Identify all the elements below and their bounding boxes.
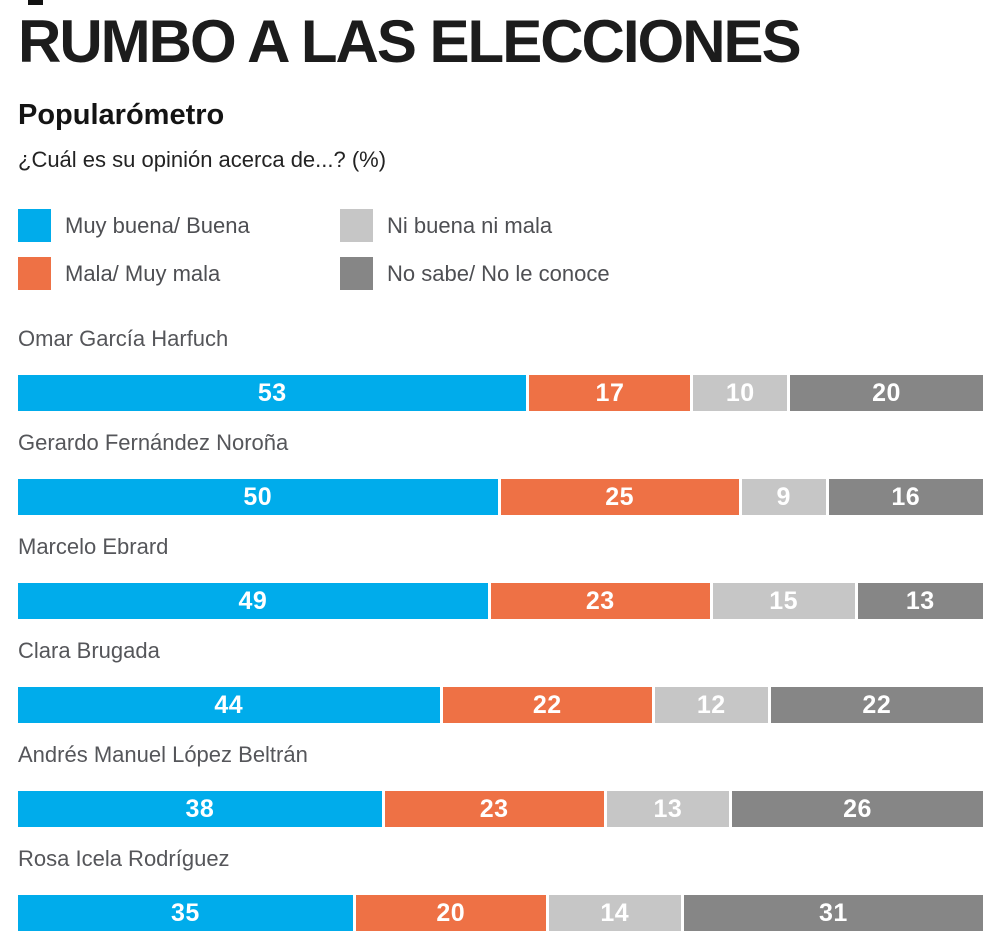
bar-segment-no-sabe-no-le-conoce: 20 xyxy=(789,375,983,412)
segment-value: 15 xyxy=(769,586,799,615)
bar-segment-muy-buena-buena: 35 xyxy=(18,895,356,932)
bar-segment-muy-buena-buena: 49 xyxy=(18,583,491,620)
segment-value: 25 xyxy=(605,482,635,511)
bar-segment-mala-muy-mala: 20 xyxy=(355,895,549,932)
legend-item-mala: Mala/ Muy mala xyxy=(18,257,340,291)
bar-segment-muy-buena-buena: 53 xyxy=(18,375,530,412)
segment-value: 44 xyxy=(214,690,244,719)
legend-item-ni-buena-ni-mala: Ni buena ni mala xyxy=(340,209,983,243)
segment-value: 26 xyxy=(843,794,872,823)
legend-swatch-dark-gray xyxy=(340,257,373,291)
poll-row: Gerardo Fernández Noroña 50 25 9 16 xyxy=(18,430,983,516)
segment-value: 13 xyxy=(653,794,683,823)
segment-value: 20 xyxy=(436,898,466,927)
stacked-bar: 44 22 12 22 xyxy=(18,687,983,724)
stacked-bar: 38 23 13 26 xyxy=(18,791,983,828)
segment-value: 31 xyxy=(819,898,848,927)
bar-segment-muy-buena-buena: 50 xyxy=(18,479,501,516)
segment-value: 22 xyxy=(862,690,892,719)
bar-segment-mala-muy-mala: 23 xyxy=(490,583,713,620)
segment-value: 50 xyxy=(243,482,273,511)
bar-segment-ni-buena-ni-mala: 14 xyxy=(548,895,684,932)
poll-row: Marcelo Ebrard 49 23 15 13 xyxy=(18,534,983,620)
poll-row: Clara Brugada 44 22 12 22 xyxy=(18,638,983,724)
segment-value: 53 xyxy=(257,378,287,407)
bars-area: Omar García Harfuch 53 17 10 20 Gerardo Ferná… xyxy=(18,326,983,932)
segment-value: 49 xyxy=(238,586,268,615)
legend-label: No sabe/ No le conoce xyxy=(387,260,610,286)
legend-swatch-orange xyxy=(18,257,51,291)
segment-value: 23 xyxy=(479,794,509,823)
chart-subtitle: Popularómetro xyxy=(18,98,225,131)
top-crop-mark xyxy=(28,0,43,5)
bar-segment-no-sabe-no-le-conoce: 22 xyxy=(770,687,983,724)
bar-segment-ni-buena-ni-mala: 9 xyxy=(741,479,829,516)
bar-segment-muy-buena-buena: 44 xyxy=(18,687,443,724)
bar-segment-no-sabe-no-le-conoce: 16 xyxy=(828,479,983,516)
chart-question: ¿Cuál es su opinión acerca de...? (%) xyxy=(18,147,387,173)
poll-row: Rosa Icela Rodríguez 35 20 14 31 xyxy=(18,846,983,932)
poll-row: Andrés Manuel López Beltrán 38 23 13 26 xyxy=(18,742,983,828)
bar-segment-ni-buena-ni-mala: 13 xyxy=(606,791,733,828)
bar-segment-mala-muy-mala: 25 xyxy=(500,479,742,516)
legend-label: Mala/ Muy mala xyxy=(65,260,221,286)
segment-value: 14 xyxy=(600,898,630,927)
politician-name: Rosa Icela Rodríguez xyxy=(18,846,230,872)
stacked-bar: 35 20 14 31 xyxy=(18,895,983,932)
bar-segment-no-sabe-no-le-conoce: 31 xyxy=(683,895,983,932)
bar-segment-mala-muy-mala: 23 xyxy=(384,791,607,828)
legend-swatch-light-gray xyxy=(340,209,373,243)
politician-name: Andrés Manuel López Beltrán xyxy=(18,742,308,768)
segment-value: 10 xyxy=(725,378,755,407)
politician-name: Gerardo Fernández Noroña xyxy=(18,430,289,456)
legend: Muy buena/ Buena Ni buena ni mala Mala/ … xyxy=(18,209,983,291)
legend-item-no-sabe: No sabe/ No le conoce xyxy=(340,257,983,291)
politician-name: Omar García Harfuch xyxy=(18,326,229,352)
legend-label: Ni buena ni mala xyxy=(387,212,553,238)
bar-segment-no-sabe-no-le-conoce: 13 xyxy=(857,583,983,620)
segment-value: 13 xyxy=(905,586,935,615)
bar-segment-ni-buena-ni-mala: 12 xyxy=(654,687,771,724)
bar-segment-mala-muy-mala: 17 xyxy=(529,375,694,412)
bar-segment-mala-muy-mala: 22 xyxy=(442,687,655,724)
legend-label: Muy buena/ Buena xyxy=(65,212,250,238)
segment-value: 20 xyxy=(872,378,901,407)
bar-segment-ni-buena-ni-mala: 15 xyxy=(712,583,858,620)
page-title: RUMBO A LAS ELECCIONES xyxy=(18,8,802,75)
segment-value: 38 xyxy=(185,794,215,823)
bar-segment-no-sabe-no-le-conoce: 26 xyxy=(732,791,983,828)
stacked-bar: 53 17 10 20 xyxy=(18,375,983,412)
poll-row: Omar García Harfuch 53 17 10 20 xyxy=(18,326,983,412)
politician-name: Marcelo Ebrard xyxy=(18,534,169,560)
segment-value: 23 xyxy=(585,586,615,615)
politician-name: Clara Brugada xyxy=(18,638,160,664)
segment-value: 16 xyxy=(891,482,921,511)
stacked-bar: 49 23 15 13 xyxy=(18,583,983,620)
legend-item-muy-buena: Muy buena/ Buena xyxy=(18,209,340,243)
segment-value: 17 xyxy=(595,378,625,407)
segment-value: 22 xyxy=(532,690,562,719)
bar-segment-muy-buena-buena: 38 xyxy=(18,791,385,828)
legend-swatch-blue xyxy=(18,209,51,243)
stacked-bar: 50 25 9 16 xyxy=(18,479,983,516)
segment-value: 12 xyxy=(696,690,726,719)
segment-value: 9 xyxy=(776,482,791,511)
segment-value: 35 xyxy=(170,898,200,927)
bar-segment-ni-buena-ni-mala: 10 xyxy=(693,375,790,412)
